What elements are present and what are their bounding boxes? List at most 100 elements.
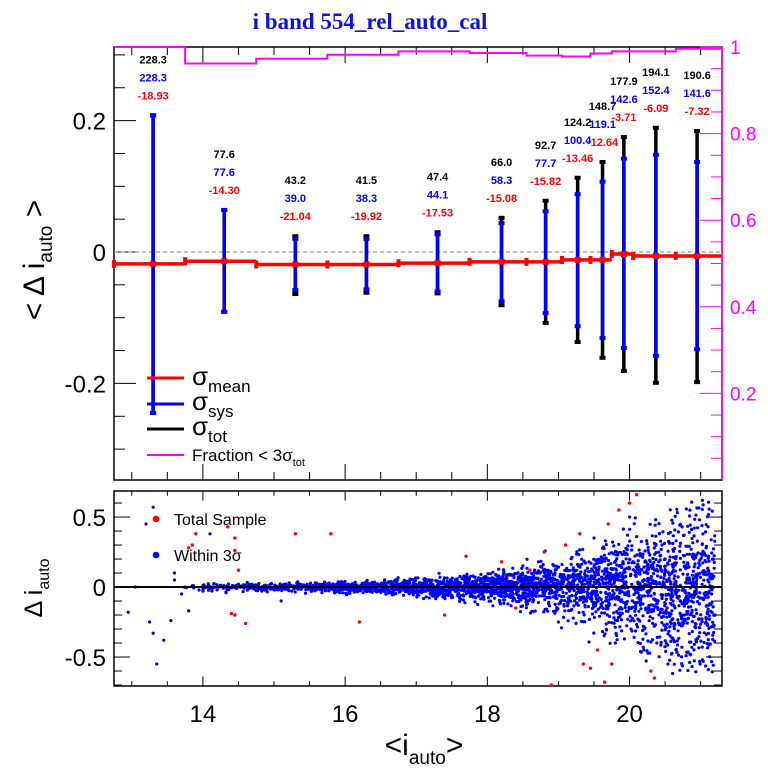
data-point-within	[572, 604, 576, 608]
data-point-within	[637, 565, 641, 569]
data-point-within	[690, 645, 694, 649]
data-point-within	[684, 507, 689, 511]
data-point-within	[604, 627, 608, 632]
data-point-within	[627, 515, 632, 519]
data-point-within	[524, 591, 528, 595]
data-point-within	[456, 591, 460, 595]
data-point-within	[671, 521, 675, 525]
data-point-total	[442, 613, 447, 617]
sigma-sys-cap	[574, 324, 581, 329]
sigma-mean-marker	[498, 258, 505, 265]
data-point-within	[663, 573, 667, 577]
data-point-within	[646, 611, 650, 615]
legend-item-within: Within 3σ	[152, 548, 242, 565]
data-point-within	[662, 576, 666, 581]
data-point-within	[641, 552, 645, 556]
data-point-within	[696, 566, 700, 570]
data-point-within	[674, 588, 678, 592]
sigma-tot-cap	[652, 380, 659, 385]
data-point-within	[506, 583, 510, 587]
data-point-within	[706, 595, 710, 599]
data-point-within	[469, 592, 474, 597]
data-point-within	[680, 664, 685, 668]
bin-label-tot: 66.0	[491, 157, 512, 169]
data-point-total	[514, 606, 518, 610]
data-point-within	[680, 588, 684, 592]
data-point-within	[559, 587, 563, 591]
data-point-within	[603, 559, 607, 563]
data-point-within	[702, 578, 706, 582]
data-point-within	[694, 608, 698, 612]
sigma-mean-edge	[467, 257, 472, 266]
data-point-within	[410, 587, 414, 591]
data-point-within	[648, 559, 652, 564]
data-point-within	[613, 549, 618, 554]
data-point-within	[644, 560, 648, 564]
data-point-within	[543, 598, 547, 602]
data-point-within	[553, 602, 557, 607]
data-point-within	[502, 601, 506, 606]
right-axis-tick-label: 0.4	[730, 298, 757, 319]
data-point-within	[566, 601, 570, 606]
data-point-within	[646, 594, 650, 598]
data-point-within	[569, 582, 574, 586]
data-point-total	[233, 613, 237, 617]
data-point-within	[681, 572, 685, 576]
data-point-total	[233, 548, 237, 553]
data-point-total	[617, 508, 621, 512]
bin-label-sys: 152.4	[642, 85, 670, 97]
data-point-within	[450, 576, 454, 580]
data-point-within	[592, 590, 596, 594]
data-point-within	[616, 575, 620, 579]
data-point-within	[663, 601, 667, 605]
data-point-within	[621, 527, 626, 531]
data-point-within	[637, 609, 641, 613]
data-point-within	[680, 645, 684, 649]
data-point-within	[530, 571, 534, 576]
data-point-within	[687, 530, 691, 534]
data-point-within	[688, 640, 692, 644]
data-point-within	[539, 565, 543, 569]
data-point-within	[151, 631, 155, 635]
data-point-within	[565, 566, 569, 570]
data-point-within	[615, 595, 620, 599]
data-point-within	[712, 560, 716, 565]
data-point-within	[612, 544, 616, 548]
data-point-within	[581, 620, 585, 624]
data-point-within	[696, 617, 701, 621]
data-point-within	[270, 582, 274, 586]
data-point-within	[523, 596, 527, 600]
data-point-within	[606, 563, 610, 567]
data-point-within	[478, 578, 483, 582]
data-point-within	[636, 568, 640, 572]
data-point-total	[634, 492, 639, 497]
data-point-within	[687, 605, 691, 609]
data-point-within	[338, 581, 342, 585]
data-point-within	[505, 593, 509, 598]
data-point-within	[652, 541, 657, 546]
data-point-within	[486, 596, 491, 600]
data-point-within	[618, 615, 622, 619]
data-point-within	[675, 643, 680, 647]
data-point-within	[531, 597, 535, 601]
data-point-within	[268, 587, 272, 591]
data-point-within	[702, 570, 706, 574]
data-point-within	[637, 548, 641, 552]
data-point-within	[707, 500, 711, 504]
data-point-within	[671, 555, 676, 559]
data-point-within	[697, 626, 702, 630]
data-point-within	[491, 578, 495, 582]
sigma-mean-edge	[588, 255, 593, 264]
data-point-within	[683, 613, 687, 617]
data-point-within	[711, 663, 715, 667]
data-point-within	[612, 577, 616, 581]
data-point-within	[712, 554, 716, 558]
sigma-mean-marker	[574, 256, 581, 263]
data-point-within	[449, 588, 453, 592]
sigma-tot-cap	[292, 234, 299, 239]
sigma-sys-cap	[498, 299, 505, 304]
sigma-mean-marker	[150, 260, 157, 267]
data-point-within	[636, 562, 640, 566]
data-point-within	[678, 568, 682, 572]
data-point-within	[581, 600, 585, 604]
